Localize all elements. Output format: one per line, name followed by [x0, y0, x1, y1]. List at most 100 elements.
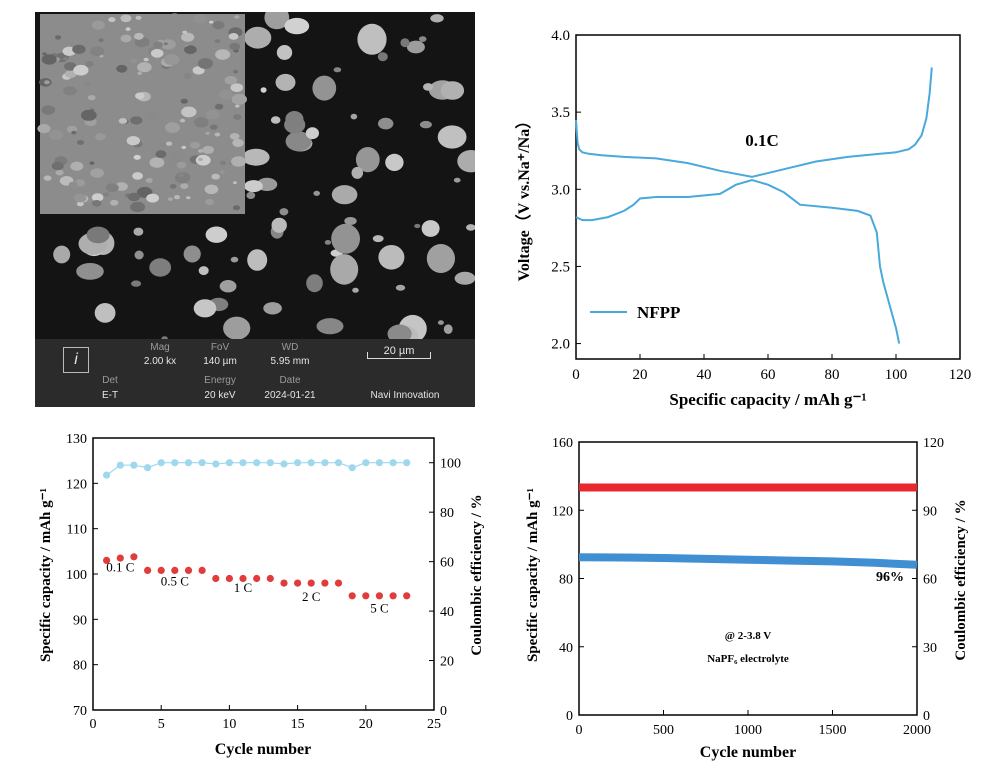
sem-particle — [285, 131, 312, 152]
sem-grain — [41, 54, 57, 65]
x-tick-label: 120 — [949, 367, 972, 383]
sem-grain — [89, 161, 95, 165]
y2-axis-label: Coulombic efficiency / % — [953, 499, 969, 660]
sem-grain — [169, 13, 180, 20]
sem-particle — [279, 208, 289, 216]
sem-grain — [91, 193, 104, 202]
sem-particle — [305, 127, 319, 140]
sem-grain — [51, 161, 64, 171]
rate-label: 0.1 C — [106, 560, 134, 575]
capacity-point — [348, 592, 356, 600]
sem-grain — [145, 178, 153, 183]
sem-mag-label: Mag — [150, 342, 170, 353]
cycling-chart-panel: 0 500 1000 1500 2000 0 40 80 120 160 0 30 60 90 120 … — [520, 425, 990, 765]
sem-grain — [70, 161, 84, 171]
sem-grain — [197, 58, 213, 69]
capacity-point — [157, 566, 165, 574]
sem-fov-label: FoV — [210, 342, 230, 353]
y-tick-label: 80 — [73, 659, 87, 674]
efficiency-point — [225, 459, 233, 467]
y2-tick-label: 60 — [923, 573, 937, 588]
rate-label: 0.5 C — [161, 573, 189, 588]
rate-chart-panel: 0 5 10 15 20 25 70 80 90 100 110 120 130 0 20 40 60 80 1… — [30, 425, 500, 765]
sem-grain — [133, 154, 141, 160]
capacity-point — [144, 566, 152, 574]
sem-particles — [53, 12, 475, 349]
sem-grain — [195, 154, 211, 166]
sem-micrograph — [35, 12, 475, 349]
sem-grain — [214, 39, 221, 44]
sem-particle — [351, 166, 364, 179]
sem-grain — [178, 173, 184, 178]
sem-particle — [437, 320, 444, 325]
sem-particle — [276, 45, 293, 60]
y-tick-label: 0 — [566, 709, 573, 724]
sem-grain — [211, 173, 220, 180]
retention-annotation: 96% — [876, 570, 904, 585]
sem-particle — [406, 40, 425, 54]
y-tick-label: 3.5 — [551, 105, 570, 121]
sem-grain — [167, 197, 173, 201]
capacity-point — [239, 574, 247, 583]
sem-grain — [229, 133, 240, 140]
sem-grain — [209, 124, 218, 130]
sem-particle — [378, 245, 405, 270]
y-tick-label: 110 — [67, 523, 87, 538]
sem-particle — [453, 177, 461, 183]
capacity-point — [184, 566, 193, 574]
sem-particle — [149, 258, 172, 277]
series-line-charge — [575, 67, 933, 178]
sem-grain — [95, 133, 106, 141]
y2-tick-label: 60 — [440, 556, 454, 571]
x-axis-label: Cycle number — [215, 741, 311, 758]
sem-particle — [264, 12, 290, 30]
sem-mag-value: 2.00 kx — [143, 356, 177, 367]
sem-energy-label: Energy — [204, 375, 236, 386]
sem-grain — [198, 149, 204, 153]
sem-grain — [232, 69, 239, 74]
sem-particle — [205, 226, 228, 243]
sem-grain — [126, 136, 140, 146]
capacity-band — [578, 553, 918, 569]
sem-grain — [192, 66, 205, 75]
efficiency-point — [103, 471, 111, 479]
sem-particle — [352, 287, 359, 293]
sem-particle — [316, 318, 344, 335]
sem-grain — [90, 168, 104, 178]
sem-grain — [224, 75, 237, 85]
sem-particle — [246, 191, 256, 199]
sem-grain — [228, 33, 239, 40]
x-axis-label: Specific capacity / mAh g⁻¹ — [669, 390, 866, 409]
y-tick-label: 160 — [552, 436, 573, 451]
sem-particle — [437, 125, 467, 149]
sem-grain — [55, 169, 64, 176]
sem-grain — [146, 111, 160, 122]
efficiency-point — [198, 459, 206, 467]
sem-particle — [423, 83, 434, 91]
sem-grain — [153, 41, 163, 49]
efficiency-point — [171, 459, 179, 467]
capacity-point — [362, 592, 370, 600]
sem-particle — [344, 217, 357, 225]
sem-particle — [244, 180, 263, 193]
sem-grain — [232, 139, 244, 147]
capacity-point — [307, 579, 315, 587]
sem-grain — [169, 184, 177, 189]
sem-particle — [454, 271, 475, 285]
x-tick-label: 100 — [885, 367, 908, 383]
sem-particle — [400, 38, 410, 48]
sem-grain — [85, 61, 94, 67]
x-tick-label: 0 — [576, 723, 583, 738]
sem-grain — [233, 114, 242, 120]
capacity-point — [225, 574, 233, 583]
sem-logo-icon: i — [63, 347, 89, 373]
sem-grain — [125, 27, 131, 31]
sem-grain — [128, 192, 140, 202]
sem-particle — [244, 26, 272, 49]
efficiency-point — [294, 459, 302, 467]
y-tick-label: 120 — [552, 504, 573, 519]
y-tick-label: 80 — [559, 573, 573, 588]
sem-grain — [76, 201, 84, 207]
sem-grain — [143, 57, 149, 62]
sem-grain — [44, 80, 50, 85]
